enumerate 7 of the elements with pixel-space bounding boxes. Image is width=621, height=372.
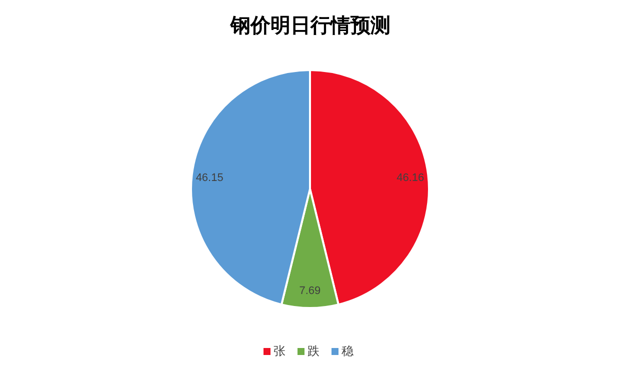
chart-title: 钢价明日行情预测 [230,15,390,37]
data-label: 7.69 [299,285,321,298]
legend-label: 稳 [342,344,354,358]
data-label: 46.16 [396,172,424,184]
legend-label: 张 [274,344,286,358]
legend-label: 跌 [308,344,320,358]
data-label: 46.15 [196,172,224,184]
